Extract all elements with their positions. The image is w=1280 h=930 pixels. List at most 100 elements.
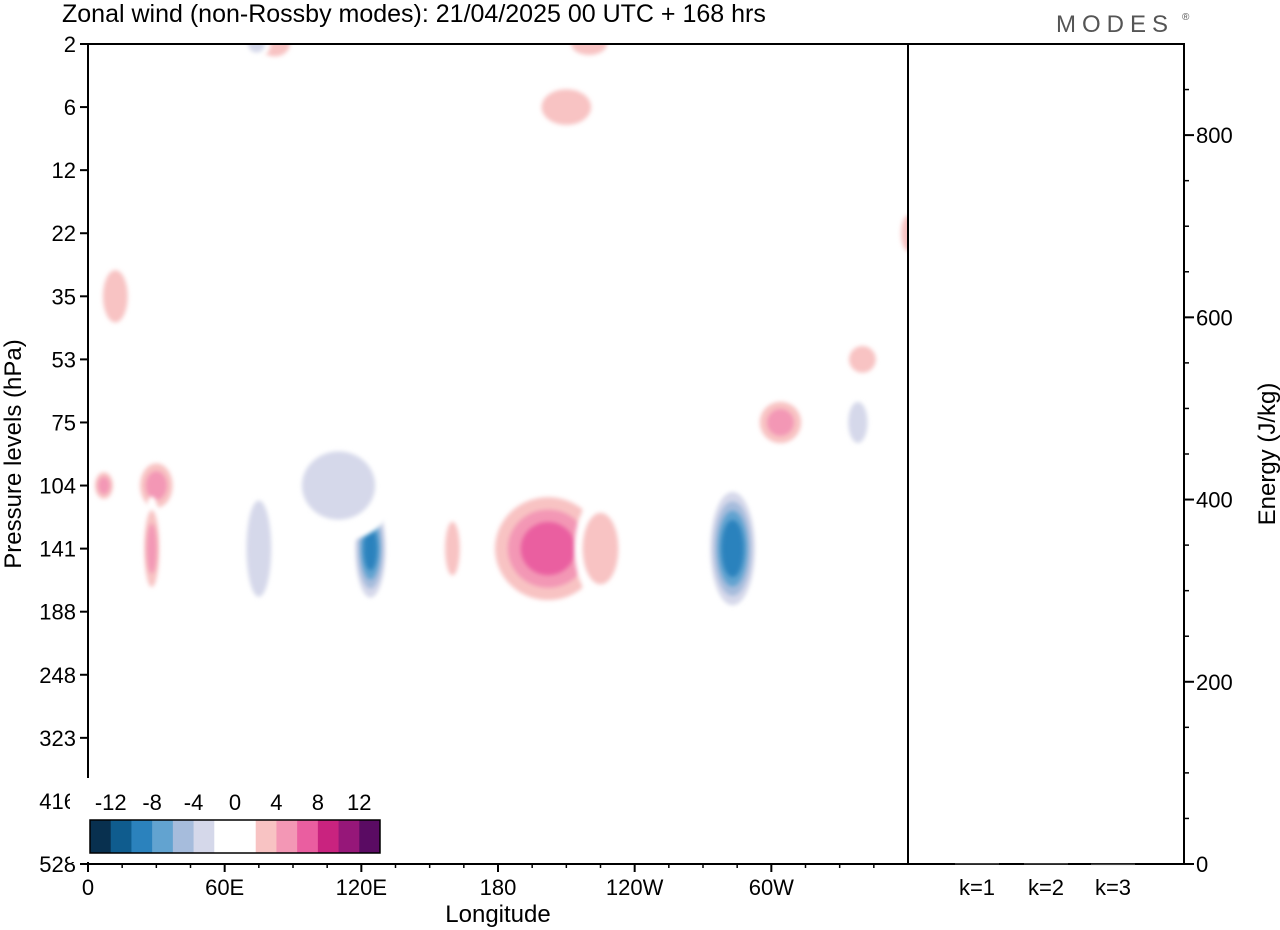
colorbar-label: -4 xyxy=(184,790,204,815)
x-tick-label: 120E xyxy=(336,875,387,900)
y-tick-label: 104 xyxy=(39,474,76,499)
colorbar-label: -8 xyxy=(142,790,162,815)
heatmap-feature xyxy=(240,478,277,619)
colorbar-swatch xyxy=(214,820,236,853)
energy-bar xyxy=(955,863,999,865)
colorbar-label: 0 xyxy=(229,790,241,815)
y-tick-label: 53 xyxy=(52,347,76,372)
x-axis: 0 60E 120E 180 120W 60W xyxy=(82,864,875,900)
energy-bar xyxy=(1024,863,1068,865)
energy-bar-label: k=1 xyxy=(959,875,995,900)
y-tick-label: 528 xyxy=(39,852,76,877)
energy-bar-label: k=2 xyxy=(1028,875,1064,900)
heatmap-feature xyxy=(91,467,116,504)
heatmap-frame xyxy=(87,43,909,865)
colorbar-label: 4 xyxy=(270,790,282,815)
colorbar-swatch xyxy=(152,820,174,853)
energy-bars xyxy=(955,863,1135,866)
x-tick-label: 120W xyxy=(606,875,664,900)
heatmap-contour xyxy=(445,521,460,576)
heatmap-feature xyxy=(843,392,872,453)
energy-tick-label: 400 xyxy=(1196,488,1233,513)
heatmap-contour xyxy=(721,520,744,578)
colorbar-label: -12 xyxy=(95,790,127,815)
energy-axis-label: Energy (J/kg) xyxy=(1254,383,1280,526)
heatmap-feature xyxy=(97,258,134,335)
heatmap-contour xyxy=(102,270,128,323)
colorbar-swatch xyxy=(359,820,381,853)
colorbar-swatch xyxy=(90,820,112,853)
y-tick-label: 248 xyxy=(39,663,76,688)
heatmap-contour xyxy=(246,500,272,597)
colorbar: -12 -8 -4 0 4 8 12 xyxy=(70,778,390,862)
y-tick-label: 416 xyxy=(39,789,76,814)
energy-bar-labels: k=1 k=2 k=3 xyxy=(959,875,1131,900)
y-tick-label: 22 xyxy=(52,221,76,246)
heatmap-feature xyxy=(752,394,809,451)
colorbar-label: 8 xyxy=(312,790,324,815)
heatmap-feature xyxy=(563,44,616,60)
colorbar-swatch xyxy=(193,820,215,853)
heatmap-contour xyxy=(849,345,876,373)
heatmap-contour xyxy=(301,451,376,520)
colorbar-swatch xyxy=(276,820,298,853)
colorbar-swatch xyxy=(317,820,339,853)
y-tick-label: 323 xyxy=(39,726,76,751)
modes-logo: MODES xyxy=(1056,11,1174,38)
heatmap-feature xyxy=(898,207,908,260)
heatmap-feature xyxy=(706,482,759,615)
heatmap-feature xyxy=(506,677,535,798)
heatmap-contour xyxy=(506,677,535,798)
energy-tick-label: 200 xyxy=(1196,670,1233,695)
x-tick-label: 60W xyxy=(749,875,794,900)
y-tick-label: 12 xyxy=(52,158,76,183)
heatmap-contour xyxy=(363,526,378,571)
x-tick-label: 60E xyxy=(205,875,244,900)
y-tick-label: 6 xyxy=(64,95,76,120)
heatmap-field xyxy=(91,44,908,798)
heatmap-contour xyxy=(520,522,576,576)
heatmap-contour xyxy=(98,476,110,495)
heatmap-contour xyxy=(146,523,157,574)
heatmap-contour xyxy=(571,44,607,56)
x-axis-label: Longitude xyxy=(445,901,550,928)
heatmap-contour xyxy=(767,409,794,436)
colorbar-swatch xyxy=(235,820,257,853)
heatmap-contour xyxy=(582,512,619,585)
heatmap-contour xyxy=(848,401,868,444)
colorbar-swatch xyxy=(338,820,360,853)
heatmap-contour xyxy=(901,215,908,252)
heatmap-feature xyxy=(141,496,162,601)
registered-mark: ® xyxy=(1182,12,1190,23)
heatmap-contour xyxy=(248,44,266,53)
energy-axis: 0 200 400 600 800 xyxy=(1184,88,1233,877)
y-tick-label: 35 xyxy=(52,284,76,309)
heatmap-feature xyxy=(440,504,465,593)
colorbar-swatch xyxy=(172,820,194,853)
energy-bar-label: k=3 xyxy=(1095,875,1131,900)
heatmap-feature xyxy=(134,455,179,516)
colorbar-swatch xyxy=(255,820,277,853)
energy-bar xyxy=(1091,863,1135,866)
heatmap-feature xyxy=(242,44,271,58)
y-tick-label: 188 xyxy=(39,600,76,625)
colorbar-swatch xyxy=(110,820,132,853)
energy-tick-label: 600 xyxy=(1196,305,1233,330)
y-tick-label: 141 xyxy=(39,537,76,562)
colorbar-frame xyxy=(89,819,381,854)
energy-tick-label: 800 xyxy=(1196,123,1233,148)
y-tick-label: 2 xyxy=(64,32,76,57)
colorbar-swatch xyxy=(297,820,319,853)
heatmap-contour xyxy=(541,89,592,125)
heatmap-feature xyxy=(278,429,399,542)
energy-panel-frame xyxy=(907,43,1185,865)
x-tick-label: 180 xyxy=(480,875,517,900)
y-tick-label: 75 xyxy=(52,410,76,435)
heatmap-contour xyxy=(145,471,167,500)
colorbar-label: 12 xyxy=(347,790,371,815)
heatmap-feature xyxy=(530,81,603,134)
heatmap-feature xyxy=(574,496,627,601)
chart-title: Zonal wind (non-Rossby modes): 21/04/202… xyxy=(62,0,766,28)
colorbar-swatch xyxy=(131,820,153,853)
